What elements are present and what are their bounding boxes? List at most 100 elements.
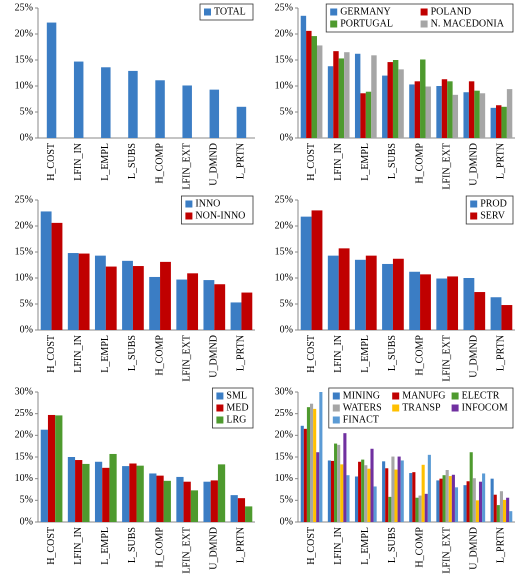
- bar: [469, 452, 473, 522]
- x-tick-label: L_SUBS: [387, 335, 398, 371]
- bar: [373, 486, 377, 522]
- bar: [67, 457, 76, 522]
- y-tick-label: 0%: [20, 324, 33, 335]
- legend-box: [328, 387, 514, 429]
- bar: [217, 464, 226, 522]
- bar: [412, 472, 416, 522]
- bar: [474, 292, 486, 330]
- bar: [311, 36, 317, 138]
- bar: [447, 81, 453, 138]
- legend-label: NON-INNO: [195, 210, 245, 221]
- bar: [490, 297, 502, 330]
- bar: [354, 476, 359, 522]
- x-tick-label: LFIN_EXT: [441, 143, 452, 190]
- bar: [371, 55, 377, 138]
- bar: [388, 496, 392, 522]
- legend-label: N. MACEDONIA: [431, 18, 505, 29]
- y-tick-label: 30%: [275, 386, 293, 397]
- bar: [75, 460, 83, 522]
- y-tick-label: 25%: [275, 2, 293, 13]
- bar: [316, 45, 323, 138]
- legend-swatch: [470, 212, 478, 220]
- bar: [214, 284, 226, 330]
- bar: [149, 473, 157, 522]
- legend-swatch: [392, 404, 400, 412]
- bar: [463, 485, 467, 522]
- bar: [398, 69, 404, 138]
- bar: [319, 392, 323, 522]
- y-tick-label: 25%: [15, 408, 33, 419]
- y-tick-label: 5%: [20, 106, 33, 117]
- bar: [237, 498, 246, 522]
- legend-label: PORTUGAL: [340, 18, 393, 29]
- bar: [94, 461, 103, 522]
- bar: [354, 53, 361, 139]
- y-tick-label: 25%: [15, 194, 33, 205]
- bar: [490, 107, 497, 138]
- bar: [490, 478, 494, 522]
- legend-swatch: [216, 404, 224, 412]
- bar: [241, 292, 253, 330]
- bar: [40, 429, 48, 522]
- bar: [501, 305, 513, 330]
- bar: [391, 456, 395, 522]
- bar: [436, 278, 448, 330]
- bar: [327, 66, 334, 138]
- bar: [344, 52, 350, 139]
- y-tick-label: 15%: [275, 54, 293, 65]
- y-tick-label: 0%: [280, 516, 293, 527]
- bar: [420, 59, 426, 139]
- bar: [109, 453, 117, 522]
- bar: [338, 248, 350, 330]
- bar: [156, 475, 164, 522]
- y-tick-label: 20%: [275, 220, 293, 231]
- legend-box: [325, 3, 514, 33]
- bar: [370, 448, 374, 522]
- bar: [182, 85, 192, 138]
- bar: [448, 476, 452, 522]
- bar: [466, 481, 470, 522]
- bar: [502, 499, 507, 522]
- bar: [421, 464, 425, 522]
- bar: [382, 461, 386, 522]
- bar: [136, 465, 144, 522]
- y-tick-label: 20%: [275, 28, 293, 39]
- legend-swatch: [420, 20, 428, 28]
- bar: [210, 480, 218, 522]
- bar: [190, 490, 199, 522]
- bar: [101, 67, 111, 138]
- y-tick-label: 5%: [20, 298, 33, 309]
- bar: [496, 105, 502, 138]
- bar: [509, 511, 513, 522]
- y-tick-label: 25%: [15, 2, 33, 13]
- bar: [46, 22, 57, 139]
- legend-swatch: [330, 20, 338, 28]
- y-tick-label: 0%: [20, 132, 33, 143]
- y-tick-label: 0%: [280, 324, 293, 335]
- y-tick-label: 15%: [15, 54, 33, 65]
- bar: [102, 467, 110, 522]
- bar: [334, 443, 338, 522]
- x-tick-label: L_EMPL: [360, 143, 371, 181]
- bar: [300, 425, 304, 522]
- bar: [67, 253, 79, 330]
- bar: [463, 92, 469, 138]
- y-tick-label: 15%: [275, 246, 293, 257]
- legend-label: LRG: [226, 414, 246, 425]
- x-tick-label: L_SUBS: [127, 143, 138, 179]
- bar: [40, 211, 52, 330]
- bar: [245, 506, 253, 522]
- bar: [385, 468, 389, 522]
- legend-label: MINING: [343, 390, 380, 401]
- bar: [203, 481, 211, 522]
- bar: [501, 106, 507, 138]
- x-tick-label: L_PRTN: [236, 335, 247, 371]
- bar: [454, 487, 459, 522]
- bar: [397, 456, 401, 522]
- bar: [418, 495, 422, 522]
- x-tick-label: L_EMPL: [360, 335, 371, 373]
- bar: [160, 261, 171, 330]
- legend-swatch: [185, 200, 193, 208]
- y-tick-label: 30%: [15, 386, 33, 397]
- bar: [506, 497, 510, 522]
